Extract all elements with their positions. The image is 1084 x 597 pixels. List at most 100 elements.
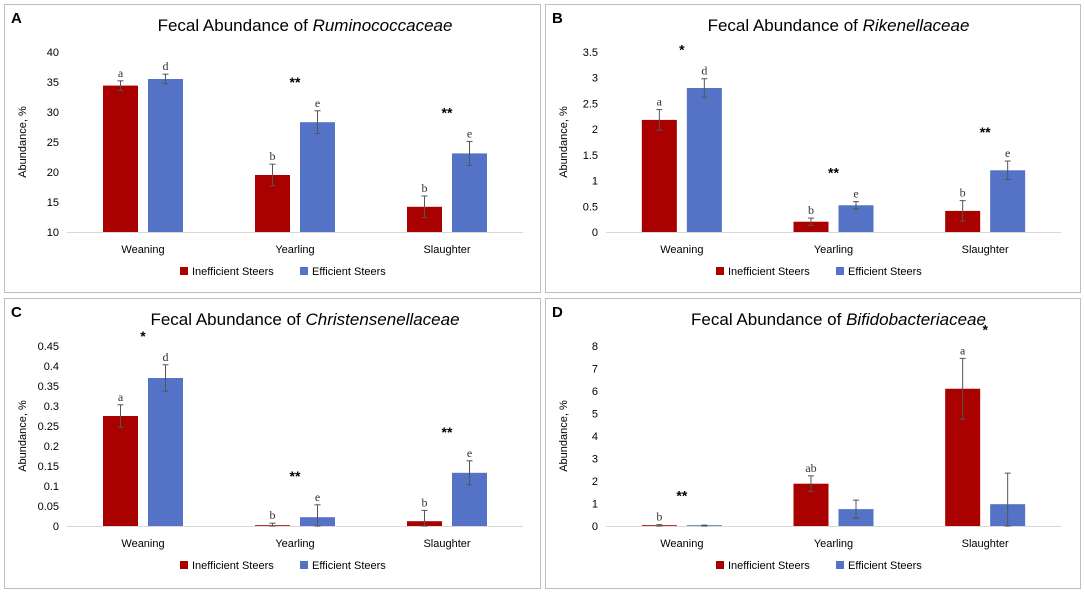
legend-label: Inefficient Steers	[192, 266, 274, 278]
y-tick-label: 0.1	[44, 481, 59, 493]
y-tick-label: 4	[592, 431, 598, 443]
y-tick-label: 6	[592, 386, 598, 398]
chart-title-prefix: Fecal Abundance of	[150, 310, 305, 329]
y-axis-label: Abundance, %	[558, 400, 570, 472]
legend-swatch-efficient	[300, 267, 308, 275]
panel-letter: A	[11, 10, 22, 27]
significance-letter: d	[163, 59, 169, 73]
bar-inefficient	[103, 85, 138, 232]
y-tick-label: 0.4	[44, 361, 59, 373]
significance-stars: *	[982, 321, 988, 337]
y-tick-label: 25	[47, 137, 59, 149]
y-tick-label: 2	[592, 476, 598, 488]
legend-label: Inefficient Steers	[728, 560, 810, 572]
bar-efficient	[452, 153, 487, 232]
chart-title-taxon: Christensenellaceae	[305, 310, 459, 329]
chart-title-taxon: Rikenellaceae	[863, 16, 970, 35]
y-tick-label: 20	[47, 167, 59, 179]
significance-letter: a	[118, 66, 124, 80]
legend-label: Efficient Steers	[848, 560, 922, 572]
x-tick-label: Slaughter	[423, 538, 470, 550]
chart-panel-a: A Fecal Abundance of Ruminococcaceae 10 15 2…	[4, 4, 541, 293]
bar-inefficient	[793, 221, 829, 232]
y-tick-label: 3	[592, 454, 598, 466]
significance-letter: b	[960, 186, 966, 200]
legend-label: Inefficient Steers	[192, 560, 274, 572]
significance-letter: b	[808, 203, 814, 217]
y-tick-label: 0.2	[44, 441, 59, 453]
chart-title: Fecal Abundance of Ruminococcaceae	[158, 16, 453, 35]
y-tick-label: 30	[47, 107, 59, 119]
y-tick-label: 1.5	[583, 150, 598, 162]
y-tick-label: 3	[592, 73, 598, 85]
x-tick-label: Weaning	[121, 538, 164, 550]
y-tick-label: 2.5	[583, 98, 598, 110]
legend-label: Efficient Steers	[312, 560, 386, 572]
legend: Inefficient Steers Efficient Steers	[180, 266, 386, 278]
x-tick-label: Yearling	[814, 538, 853, 550]
y-tick-label: 0.5	[583, 201, 598, 213]
y-tick-label: 5	[592, 409, 598, 421]
y-tick-label: 15	[47, 197, 59, 209]
y-tick-label: 1	[592, 499, 598, 511]
x-tick-label: Weaning	[660, 244, 703, 256]
x-tick-label: Slaughter	[423, 244, 470, 256]
significance-stars: **	[442, 104, 453, 120]
chart-title-taxon: Bifidobacteriaceae	[846, 310, 986, 329]
y-tick-label: 0.35	[38, 381, 59, 393]
x-tick-label: Yearling	[275, 244, 314, 256]
significance-stars: **	[828, 165, 839, 181]
y-tick-label: 3.5	[583, 47, 598, 59]
legend-swatch-efficient	[836, 267, 844, 275]
bar-efficient	[300, 122, 335, 232]
panel-letter: C	[11, 304, 22, 321]
bar-efficient	[148, 79, 183, 232]
significance-stars: *	[679, 42, 685, 58]
y-tick-label: 8	[592, 341, 598, 353]
bar-efficient	[838, 205, 874, 232]
significance-letter: a	[118, 390, 124, 404]
significance-stars: **	[676, 488, 687, 504]
significance-letter: a	[657, 95, 663, 109]
x-tick-label: Weaning	[121, 244, 164, 256]
chart-panel-d: D Fecal Abundance of Bifidobacteriaceae 0 1…	[545, 298, 1081, 589]
y-axis-label: Abundance, %	[17, 106, 29, 178]
panel-border	[4, 298, 541, 589]
legend: Inefficient Steers Efficient Steers	[716, 560, 922, 572]
significance-stars: **	[290, 468, 301, 484]
bar-inefficient	[641, 119, 677, 232]
y-tick-label: 0.25	[38, 421, 59, 433]
significance-letter: b	[270, 508, 276, 522]
significance-stars: *	[140, 328, 146, 344]
significance-stars: **	[290, 74, 301, 90]
bar-efficient	[990, 170, 1026, 232]
x-tick-label: Yearling	[275, 538, 314, 550]
chart-title: Fecal Abundance of Bifidobacteriaceae	[691, 310, 986, 329]
chart-title: Fecal Abundance of Rikenellaceae	[708, 16, 970, 35]
significance-letter: b	[270, 149, 276, 163]
legend-swatch-inefficient	[180, 267, 188, 275]
y-tick-label: 1	[592, 176, 598, 188]
legend-label: Efficient Steers	[848, 266, 922, 278]
y-axis-label: Abundance, %	[558, 106, 570, 178]
significance-letter: d	[163, 350, 169, 364]
y-tick-label: 35	[47, 77, 59, 89]
x-tick-label: Yearling	[814, 244, 853, 256]
significance-letter: e	[315, 490, 320, 504]
legend-swatch-inefficient	[716, 267, 724, 275]
panel-letter: D	[552, 304, 563, 321]
panel-border	[4, 4, 541, 293]
significance-letter: e	[315, 96, 320, 110]
legend-label: Efficient Steers	[312, 266, 386, 278]
y-tick-label: 0.05	[38, 501, 59, 513]
x-tick-label: Slaughter	[962, 244, 1009, 256]
significance-letter: e	[467, 126, 472, 140]
y-tick-label: 0	[53, 521, 59, 533]
significance-letter: b	[422, 495, 428, 509]
bar-efficient	[686, 88, 722, 232]
significance-stars: **	[442, 424, 453, 440]
y-tick-label: 10	[47, 227, 59, 239]
x-tick-label: Weaning	[660, 538, 703, 550]
